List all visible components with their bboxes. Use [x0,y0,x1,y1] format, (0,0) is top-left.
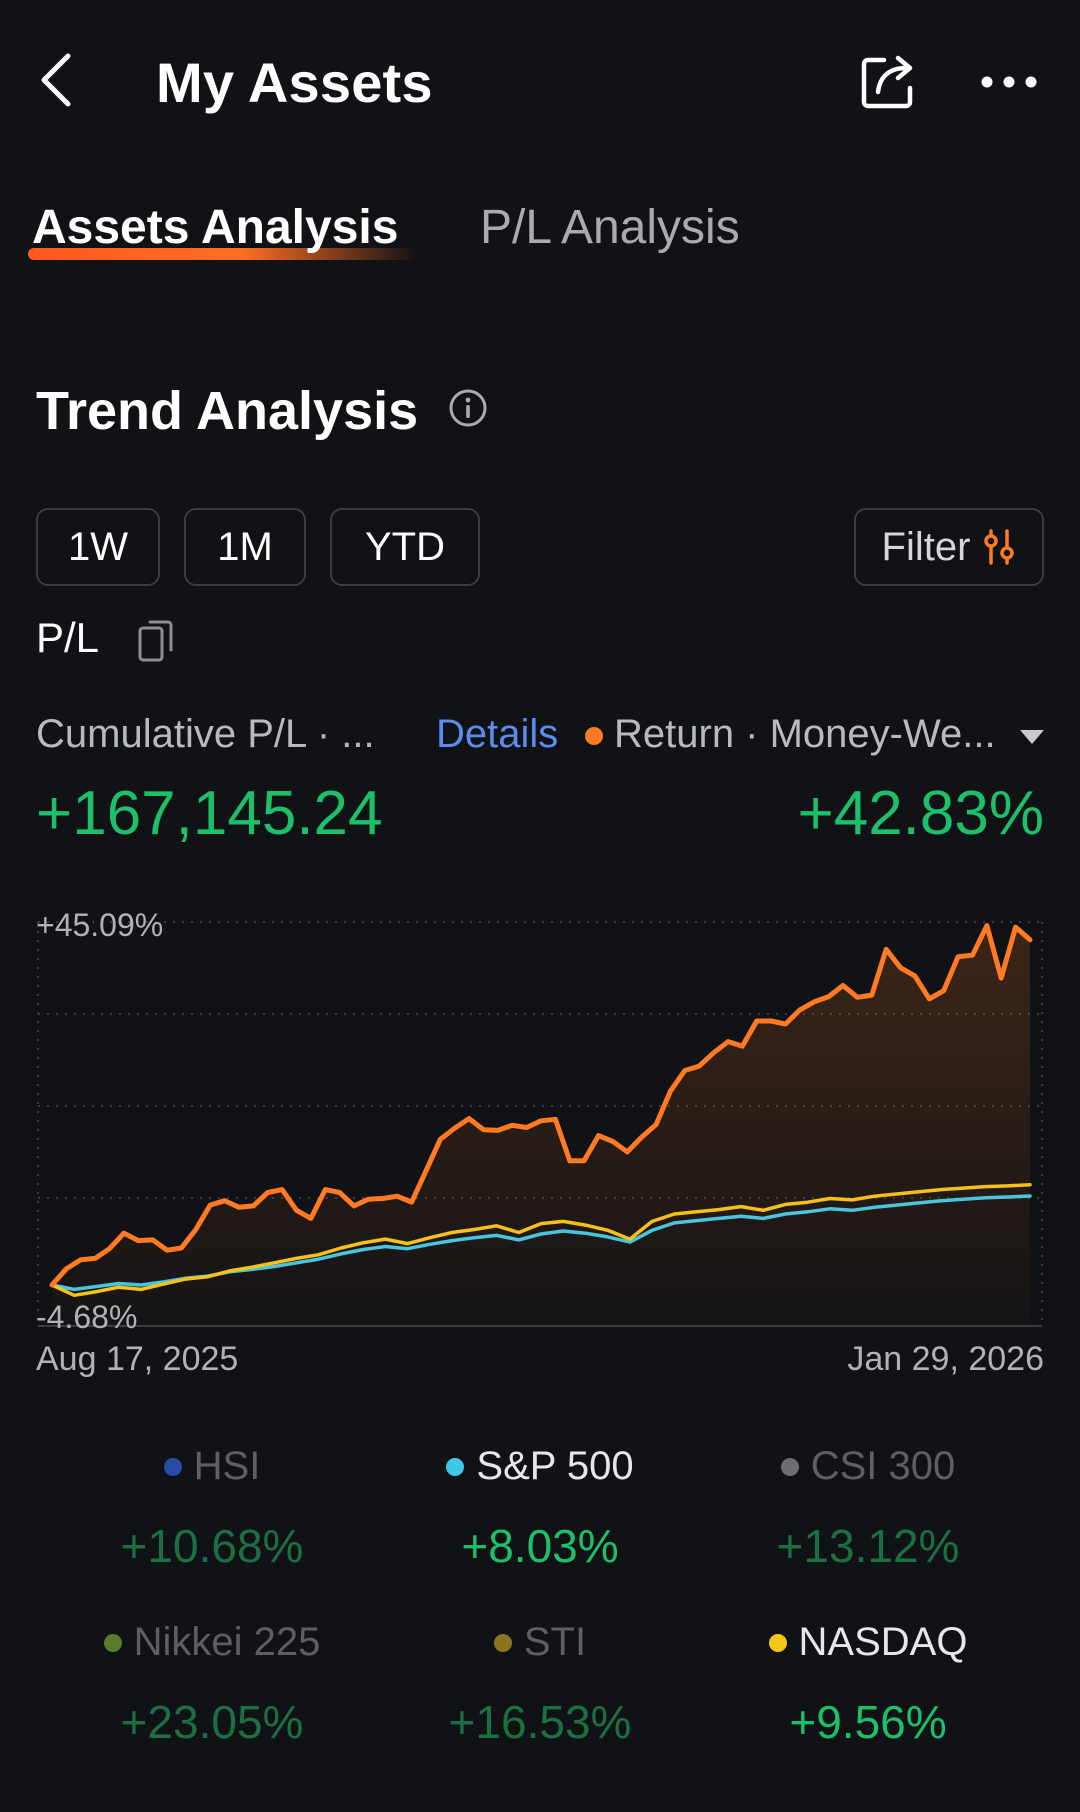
y-axis-max-label: +45.09% [36,907,163,943]
range-ytd-button[interactable]: YTD [330,508,480,586]
index-name-row: HSI [42,1444,382,1489]
x-axis-end-label: Jan 29, 2026 [847,1340,1044,1378]
index-color-dot [493,1633,512,1652]
index-toggle-sti[interactable]: STI +16.53% [370,1620,710,1749]
index-name-row: NASDAQ [698,1620,1038,1665]
cumulative-pl-label: Cumulative P/L · ... [36,712,375,756]
index-toggle-s-p-500[interactable]: S&P 500 +8.03% [370,1444,710,1573]
info-button[interactable] [446,386,490,430]
x-axis-start-label: Aug 17, 2025 [36,1340,239,1378]
tab-pl-analysis[interactable]: P/L Analysis [480,201,740,254]
index-return-value: +23.05% [120,1696,304,1748]
more-horizontal-icon [981,76,1037,88]
index-name-row: Nikkei 225 [42,1620,382,1665]
index-toggle-nasdaq[interactable]: NASDAQ +9.56% [698,1620,1038,1749]
index-return-value: +9.56% [789,1696,947,1748]
index-name-row: S&P 500 [370,1444,710,1489]
share-button[interactable] [850,44,926,120]
index-toggle-hsi[interactable]: HSI +10.68% [42,1444,382,1573]
back-button[interactable] [24,40,88,120]
index-color-dot [103,1633,122,1652]
index-name: S&P 500 [476,1444,634,1488]
return-series-dot [585,727,603,745]
cumulative-pl-value: +167,145.24 [36,779,383,848]
index-return-value: +13.12% [776,1520,960,1572]
index-return-value: +8.03% [461,1520,619,1572]
share-icon [861,55,913,109]
details-link[interactable]: Details [436,712,559,756]
dropdown-arrow-button[interactable] [1018,726,1046,748]
copy-icon [138,620,173,662]
range-1m-button[interactable]: 1M [184,508,306,586]
index-color-dot [768,1633,787,1652]
chevron-left-icon [41,53,71,107]
page-title: My Assets [156,51,433,114]
index-name: NASDAQ [798,1620,968,1664]
tab-assets-analysis[interactable]: Assets Analysis [32,201,399,254]
switch-view-button[interactable] [134,612,180,668]
return-area-fill [52,925,1030,1326]
trend-chart[interactable]: +45.09% -4.68% [0,900,1080,1340]
filter-button[interactable]: Filter [854,508,1044,586]
caret-down-icon [1020,730,1044,744]
section-title: Trend Analysis [36,381,419,441]
index-color-dot [780,1457,799,1476]
info-icon [449,389,487,427]
index-name-row: STI [370,1620,710,1665]
index-color-dot [446,1457,465,1476]
index-return-value: +10.68% [120,1520,304,1572]
y-axis-min-label: -4.68% [36,1299,137,1335]
index-color-dot [163,1457,182,1476]
pl-label: P/L [36,614,100,661]
index-toggle-csi-300[interactable]: CSI 300 +13.12% [698,1444,1038,1573]
index-name-row: CSI 300 [698,1444,1038,1489]
chart-series-group [49,923,1033,1326]
more-options-button[interactable] [966,44,1052,120]
index-name: STI [523,1620,587,1664]
return-type-selector[interactable]: Return · Money-We... [614,712,996,756]
return-value: +42.83% [797,779,1045,848]
range-1w-button[interactable]: 1W [36,508,160,586]
index-return-value: +16.53% [448,1696,632,1748]
filter-label: Filter [881,524,971,569]
index-toggle-nikkei-225[interactable]: Nikkei 225 +23.05% [42,1620,382,1749]
active-tab-indicator [28,248,418,260]
index-name: HSI [193,1444,261,1488]
index-name: CSI 300 [810,1444,956,1488]
series-line-return [49,923,1033,1288]
filter-sliders-icon [984,529,1015,565]
index-name: Nikkei 225 [133,1620,321,1664]
